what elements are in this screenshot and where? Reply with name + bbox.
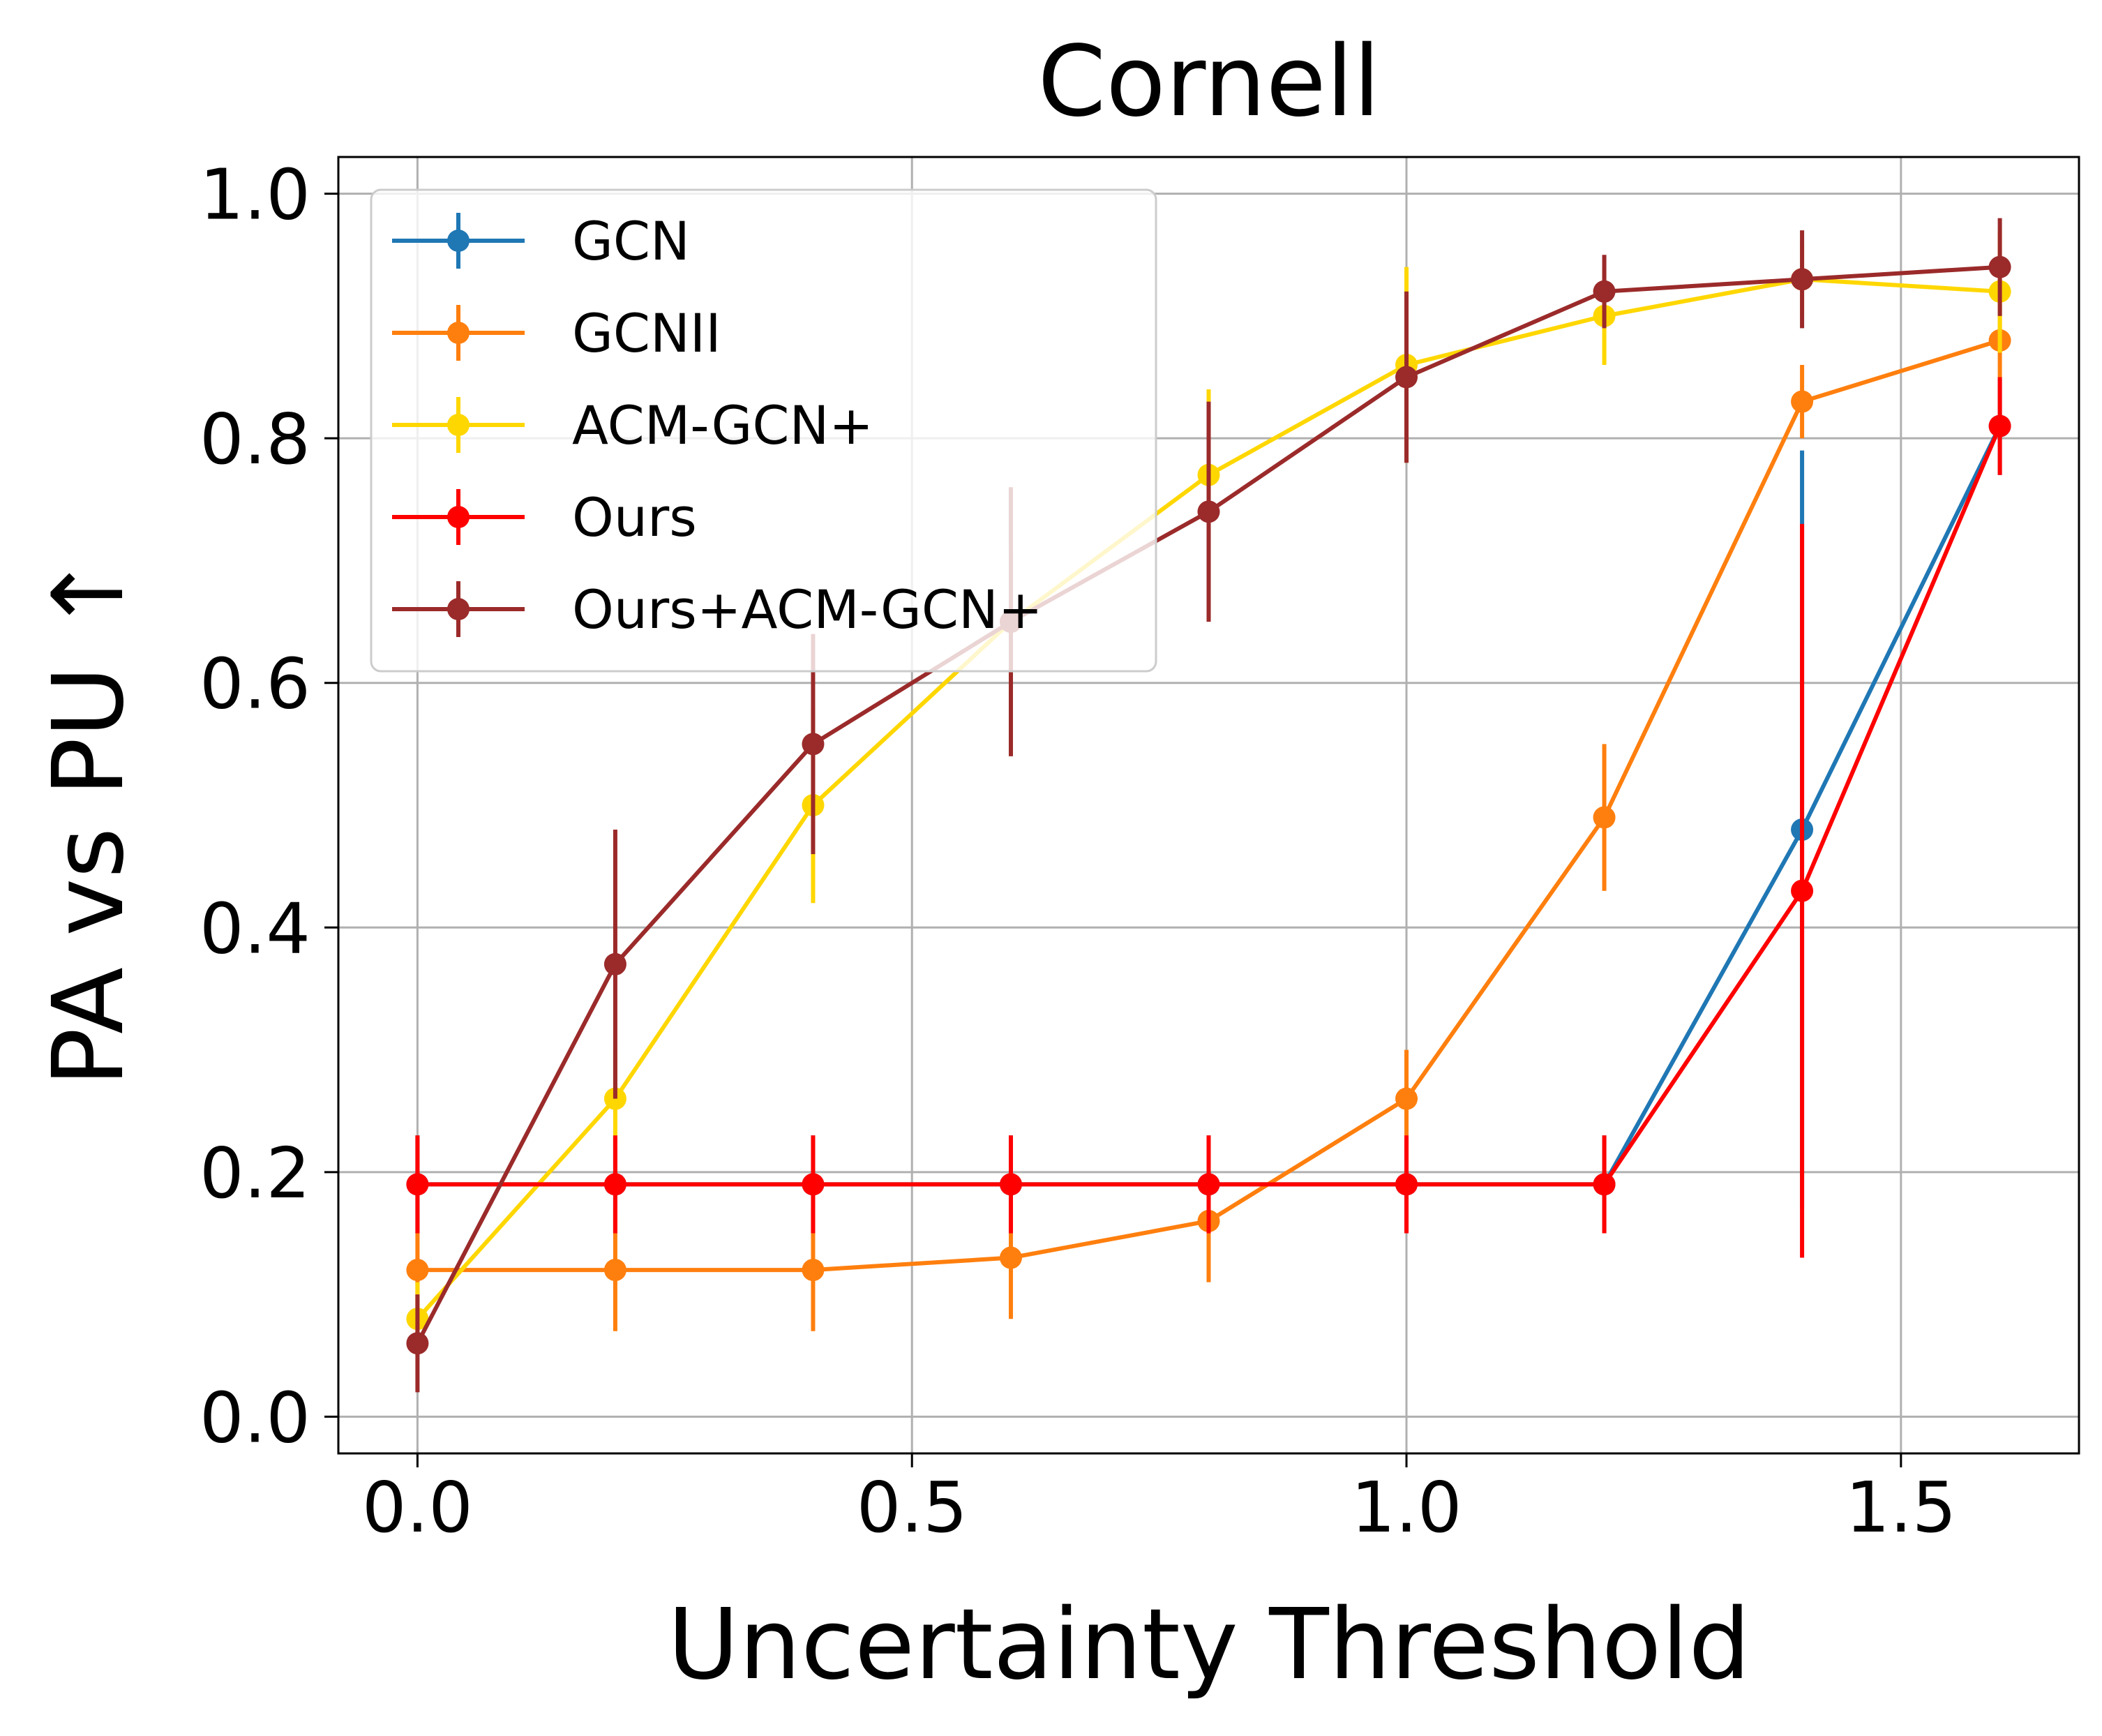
plot-frame bbox=[337, 156, 2080, 1455]
data-point bbox=[406, 1173, 429, 1196]
data-point bbox=[802, 1259, 825, 1282]
y-tick-label: 0.0 bbox=[200, 1377, 310, 1458]
data-point bbox=[1988, 255, 2011, 278]
legend-entries: GCN GCNII ACM-GCN+ Ours Ours+ACM-GCN+ bbox=[392, 210, 1043, 641]
x-axis-label: Uncertainty Threshold bbox=[668, 1588, 1750, 1702]
data-point bbox=[1395, 366, 1418, 389]
legend-entry-ours: Ours bbox=[392, 486, 697, 548]
legend: GCN GCNII ACM-GCN+ Ours Ours+ACM-GCN+ bbox=[370, 188, 1157, 673]
data-point bbox=[1791, 268, 1814, 291]
legend-label: GCN bbox=[572, 210, 690, 272]
data-point bbox=[1197, 500, 1220, 523]
x-tick-label: 0.5 bbox=[857, 1467, 968, 1548]
legend-label: ACM-GCN+ bbox=[572, 394, 873, 456]
data-point bbox=[406, 1259, 429, 1282]
data-point bbox=[1593, 280, 1616, 303]
y-tick-label: 0.4 bbox=[200, 888, 310, 969]
x-tick-label: 1.5 bbox=[1845, 1467, 1956, 1548]
series-ours bbox=[406, 377, 2011, 1258]
chart-title: Cornell bbox=[1037, 25, 1380, 139]
data-point bbox=[1395, 1173, 1418, 1196]
legend-marker bbox=[447, 230, 470, 252]
legend-marker bbox=[447, 506, 470, 528]
data-point bbox=[603, 1173, 626, 1196]
legend-entry-gcn: GCN bbox=[392, 210, 690, 272]
data-point bbox=[802, 733, 825, 756]
legend-label: GCNII bbox=[572, 302, 721, 364]
data-point bbox=[406, 1332, 429, 1355]
y-tick-label: 0.2 bbox=[200, 1132, 310, 1214]
data-point bbox=[603, 952, 626, 975]
data-point bbox=[999, 1173, 1022, 1196]
data-point bbox=[1395, 1087, 1418, 1110]
legend-label: Ours+ACM-GCN+ bbox=[572, 578, 1043, 641]
data-point bbox=[1593, 1173, 1616, 1196]
legend-marker bbox=[447, 598, 470, 620]
data-point bbox=[1791, 390, 1814, 413]
legend-marker bbox=[447, 322, 470, 344]
data-point bbox=[1197, 1173, 1220, 1196]
legend-entry-ours-acm-gcn: Ours+ACM-GCN+ bbox=[392, 578, 1043, 641]
data-point bbox=[999, 1246, 1022, 1269]
data-point bbox=[802, 1173, 825, 1196]
legend-marker bbox=[447, 414, 470, 436]
legend-box bbox=[370, 188, 1157, 673]
x-tick-label: 1.0 bbox=[1351, 1467, 1462, 1548]
legend-entry-acm-gcn: ACM-GCN+ bbox=[392, 394, 873, 456]
legend-label: Ours bbox=[572, 486, 697, 548]
series-layer bbox=[406, 218, 2011, 1393]
series-ours-acm-gcn bbox=[406, 218, 2011, 1393]
y-axis-label: PA vs PU ↑ bbox=[32, 553, 146, 1087]
data-point bbox=[1988, 414, 2011, 437]
y-tick-label: 0.6 bbox=[200, 643, 310, 725]
y-tick-label: 0.8 bbox=[200, 398, 310, 480]
x-tick-label: 0.0 bbox=[362, 1467, 473, 1548]
data-point bbox=[1593, 806, 1616, 829]
data-point bbox=[1791, 879, 1814, 902]
y-tick-label: 1.0 bbox=[200, 154, 310, 236]
data-point bbox=[603, 1259, 626, 1282]
legend-entry-gcnii: GCNII bbox=[392, 302, 721, 364]
tick-layer: 0.0 0.5 1.0 1.5 0.0 0.2 0.4 0.6 0.8 1.0 bbox=[200, 154, 1956, 1548]
